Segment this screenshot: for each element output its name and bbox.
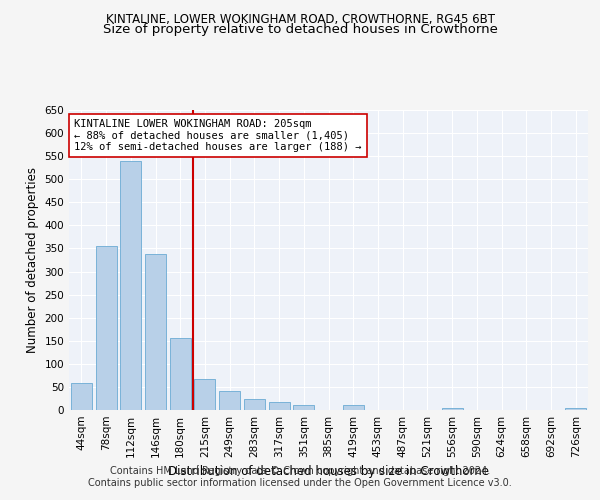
Bar (219, 390, 240, 410)
Bar (120, 161, 141, 410)
Bar (343, 406, 364, 410)
Bar (244, 400, 265, 410)
Bar (145, 254, 166, 410)
Text: KINTALINE LOWER WOKINGHAM ROAD: 205sqm
← 88% of detached houses are smaller (1,4: KINTALINE LOWER WOKINGHAM ROAD: 205sqm ←… (74, 119, 362, 152)
Text: Contains public sector information licensed under the Open Government Licence v3: Contains public sector information licen… (88, 478, 512, 488)
Bar (269, 402, 290, 410)
Bar (442, 408, 463, 410)
Text: Contains HM Land Registry data © Crown copyright and database right 2024.: Contains HM Land Registry data © Crown c… (110, 466, 490, 476)
Text: KINTALINE, LOWER WOKINGHAM ROAD, CROWTHORNE, RG45 6BT: KINTALINE, LOWER WOKINGHAM ROAD, CROWTHO… (106, 12, 494, 26)
Bar (170, 338, 191, 410)
Bar (194, 378, 215, 410)
Bar (565, 408, 586, 410)
Bar (71, 383, 92, 410)
Bar (293, 406, 314, 410)
X-axis label: Distribution of detached houses by size in Crowthorne: Distribution of detached houses by size … (168, 466, 489, 478)
Text: Size of property relative to detached houses in Crowthorne: Size of property relative to detached ho… (103, 22, 497, 36)
Bar (95, 246, 116, 410)
Y-axis label: Number of detached properties: Number of detached properties (26, 167, 39, 353)
